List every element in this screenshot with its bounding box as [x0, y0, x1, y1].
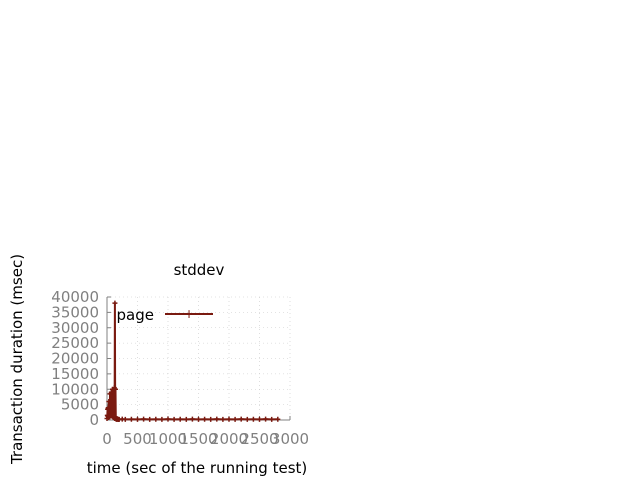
data-point [196, 416, 201, 422]
data-point [109, 408, 115, 414]
data-point [122, 416, 128, 422]
data-point [135, 416, 140, 422]
data-point [113, 386, 119, 392]
legend: page + [117, 306, 213, 324]
data-point [112, 300, 118, 306]
y-tick-label: 15000 [51, 365, 99, 383]
data-point [147, 416, 153, 422]
data-point [128, 416, 134, 422]
data-point [110, 397, 116, 403]
y-tick-label: 10000 [51, 380, 99, 398]
x-tick-label: 1000 [149, 430, 187, 448]
data-point [232, 416, 238, 422]
legend-label-page: page [117, 306, 154, 324]
data-point [183, 416, 189, 422]
data-point [208, 416, 214, 422]
data-point [106, 399, 112, 405]
grid [107, 296, 291, 420]
y-tick-label: 0 [89, 411, 99, 429]
x-tick-label: 2500 [240, 430, 278, 448]
data-point [220, 416, 226, 422]
x-tick-label: 3000 [271, 430, 309, 448]
y-tick-label: 40000 [51, 288, 99, 306]
y-tick-label: 25000 [51, 334, 99, 352]
y-tick-label: 20000 [51, 350, 99, 368]
data-point [263, 416, 269, 422]
data-point [226, 416, 232, 422]
data-point [105, 405, 111, 411]
y-tick-label: 35000 [51, 303, 99, 321]
x-axis-label: time (sec of the running test) [87, 459, 308, 477]
data-point [177, 416, 183, 422]
chart-title: stddev [174, 261, 225, 279]
data-point [244, 416, 250, 422]
data-point [159, 416, 165, 422]
data-point [153, 416, 159, 422]
data-point [111, 389, 117, 395]
series-layer [104, 300, 281, 423]
data-point [141, 416, 147, 422]
data-point [275, 416, 281, 422]
data-point [214, 416, 220, 422]
y-tick-label: 30000 [51, 319, 99, 337]
x-tick-label: 1500 [179, 430, 217, 448]
data-point [165, 416, 171, 422]
x-tick-label: 2000 [210, 430, 248, 448]
data-point [257, 416, 262, 422]
data-point [250, 416, 256, 422]
data-point [189, 416, 195, 422]
legend-marker-page: + [184, 307, 194, 321]
data-point [202, 416, 208, 422]
data-point [171, 416, 177, 422]
data-point [238, 416, 244, 422]
data-point [108, 402, 114, 408]
x-tick-label: 500 [123, 430, 152, 448]
x-tick-label: 0 [102, 430, 112, 448]
y-tick-label: 5000 [61, 396, 99, 414]
data-point [269, 416, 275, 422]
y-axis-label: Transaction duration (msec) [8, 254, 26, 465]
